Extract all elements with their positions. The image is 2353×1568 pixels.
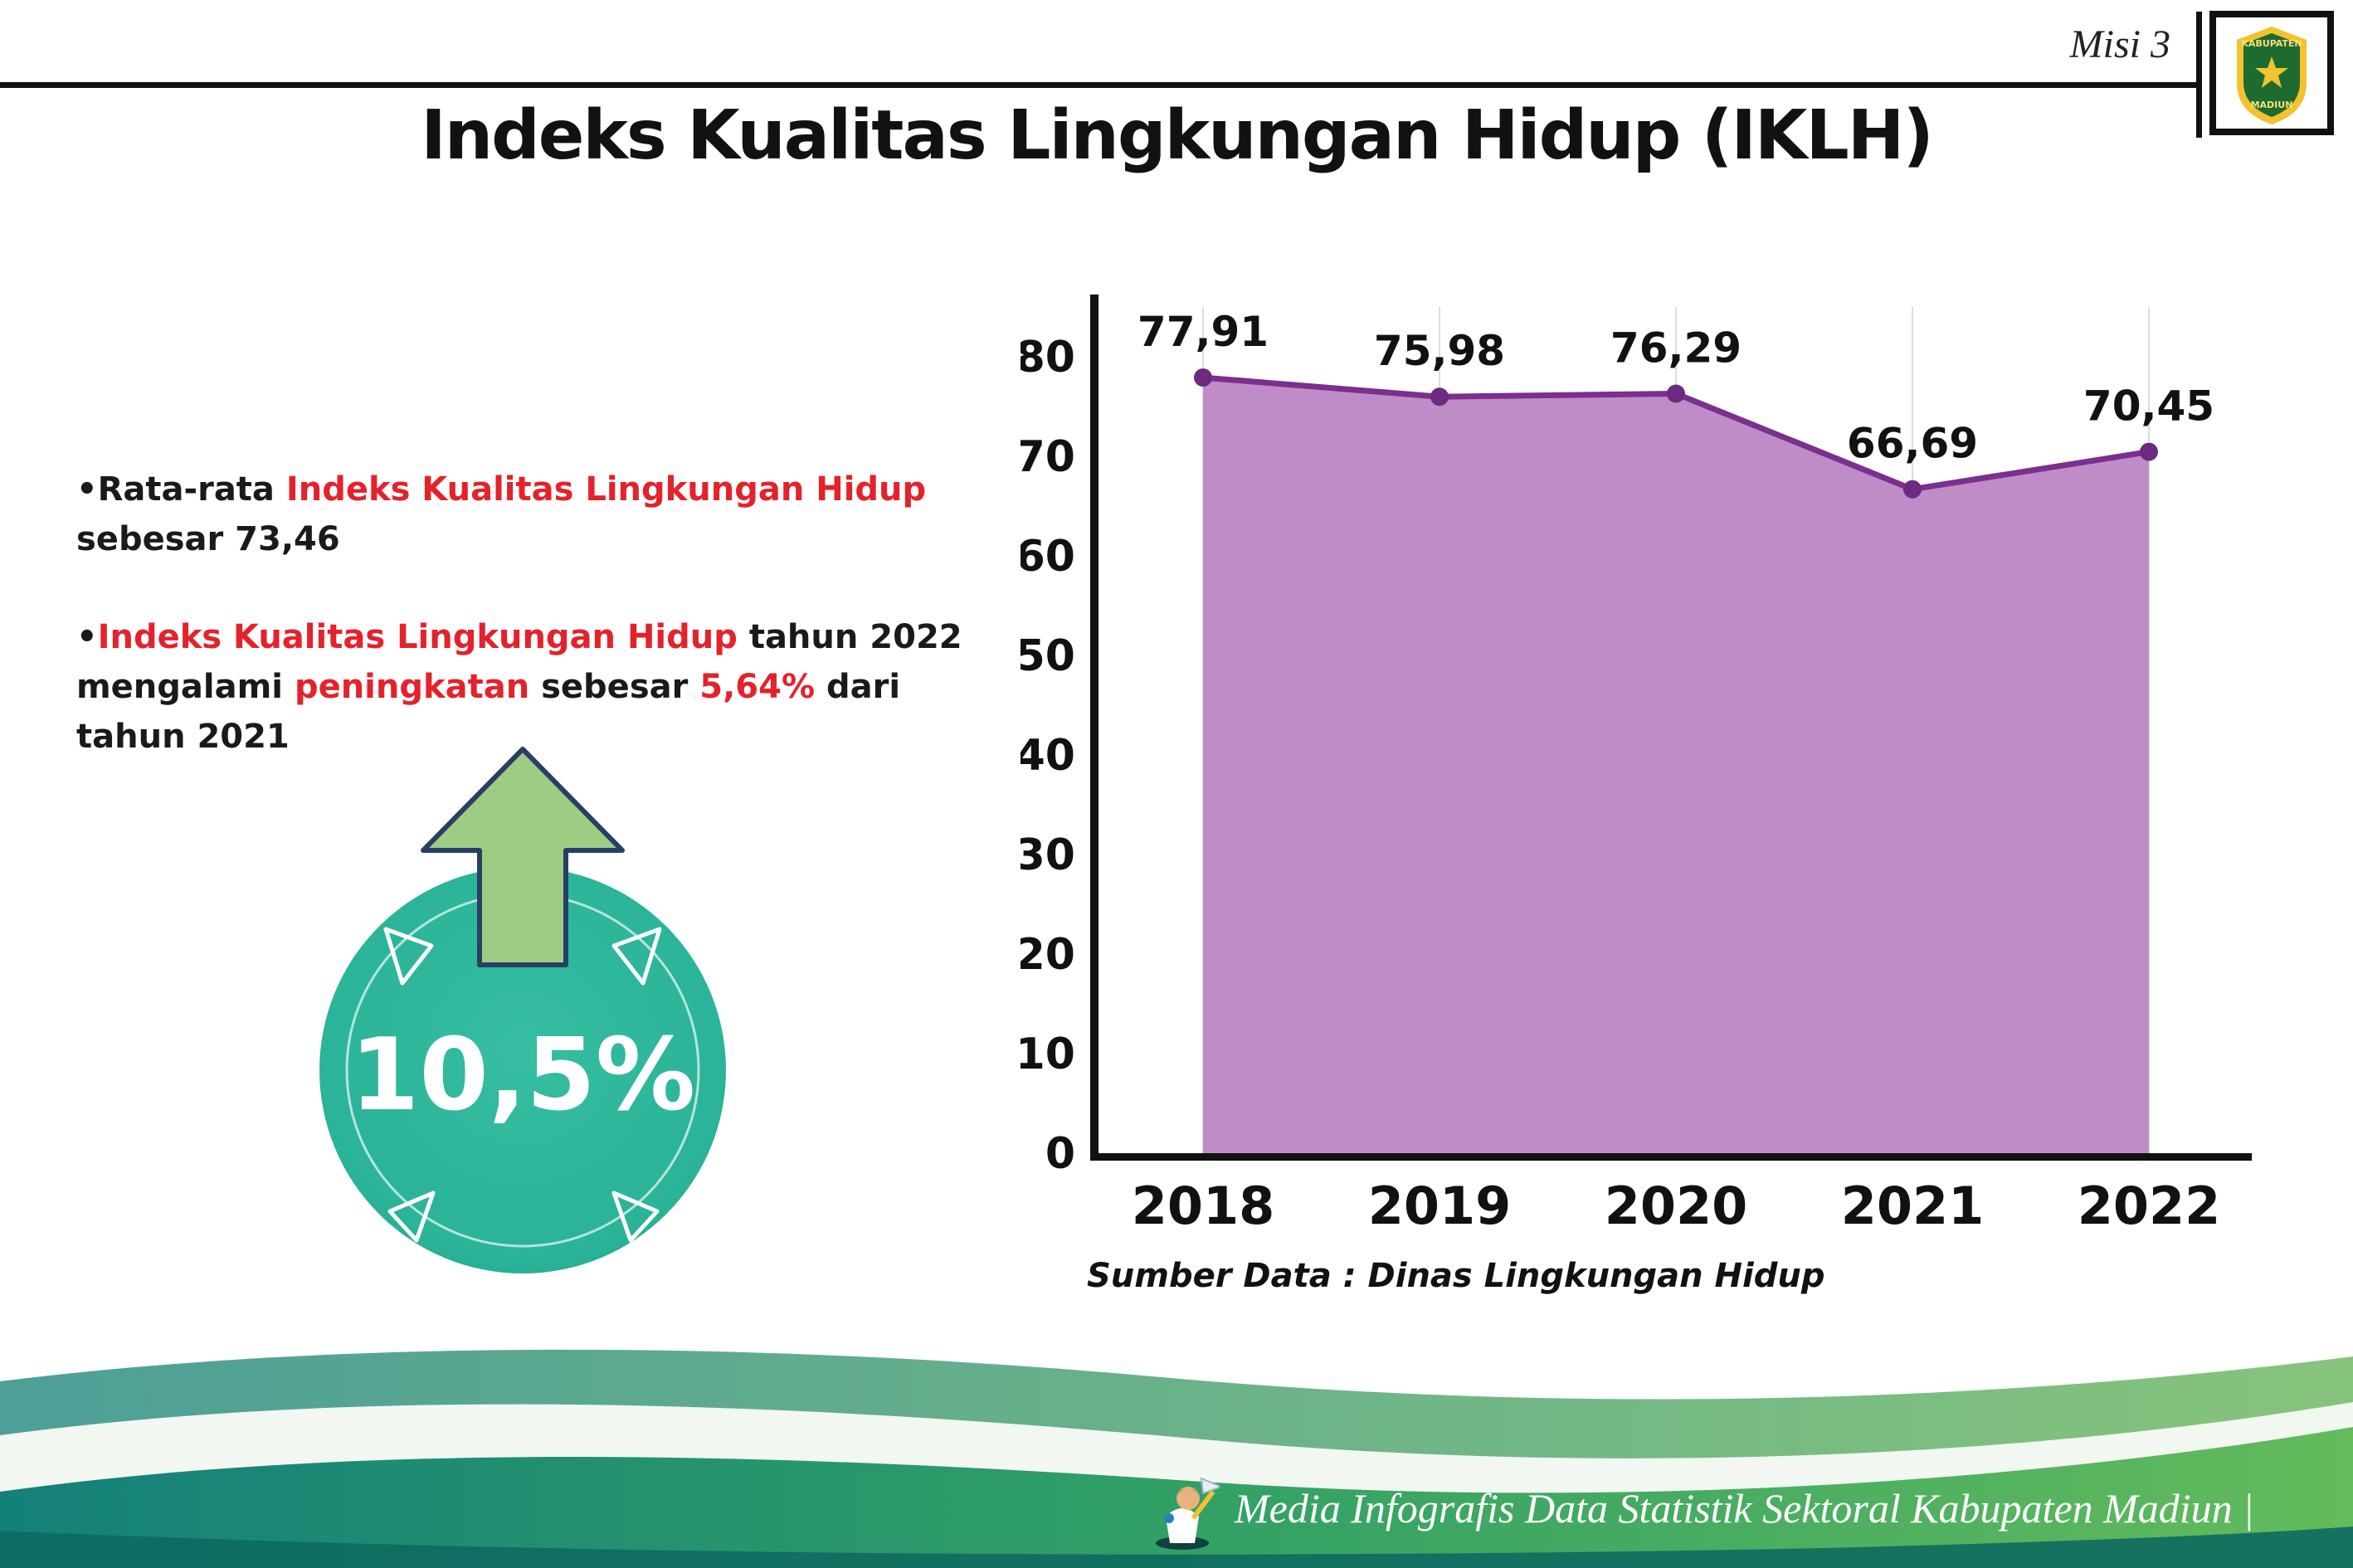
footer-wave-bottom: [0, 1527, 2353, 1568]
bullet-average-iklh: •Rata-rata Indeks Kualitas Lingkungan Hi…: [76, 465, 989, 564]
area-fill: [1203, 377, 2149, 1153]
mascot-pencil: [1191, 1490, 1215, 1520]
x-category-label: 2018: [1132, 1176, 1275, 1236]
value-label: 76,29: [1610, 324, 1742, 373]
bullet-highlight: 5,64%: [699, 668, 816, 706]
mascot-accent: [1164, 1513, 1174, 1523]
ring-tick: [611, 1191, 660, 1243]
data-point: [1430, 387, 1449, 407]
misi-label: Misi 3: [2069, 22, 2170, 66]
bullet-marker: •: [76, 470, 98, 509]
bullet-highlight: Indeks Kualitas Lingkungan Hidup: [97, 618, 738, 656]
data-point: [1194, 368, 1212, 387]
x-category-label: 2020: [1605, 1176, 1748, 1236]
chart-canvas: 0 10 20 30 40 50 60 70 80 77,91 75,98 76,29 66,69 70,…: [1016, 295, 2252, 1236]
ring-tick: [611, 927, 662, 986]
value-label: 77,91: [1138, 308, 1269, 356]
data-source-caption: Sumber Data : Dinas Lingkungan Hidup: [1087, 1257, 1825, 1295]
bullet-text-segment: sebesar 73,46: [76, 520, 340, 558]
x-axis: [1090, 1153, 2252, 1161]
footer-wave-front: [0, 1427, 2353, 1568]
bullet-highlight: Indeks Kualitas Lingkungan Hidup: [285, 470, 927, 509]
y-tick-label: 70: [1021, 432, 1075, 482]
badge-value: 10,5%: [350, 1018, 695, 1133]
x-category-label: 2019: [1368, 1176, 1512, 1236]
footer-text: Media Infografis Data Statistik Sektoral…: [1235, 1485, 2254, 1531]
logo-star: [2255, 56, 2288, 88]
bullet-increase-2022: •Indeks Kualitas Lingkungan Hidup tahun …: [76, 612, 989, 762]
bullet-highlight: peningkatan: [294, 668, 530, 706]
mascot-head: [1176, 1487, 1200, 1510]
logo-text-top: KABUPATEN: [2241, 38, 2302, 49]
kabupaten-madiun-logo: KABUPATEN MADIUN: [2209, 10, 2335, 136]
y-tick-label: 80: [1021, 333, 1075, 382]
ring-tick: [383, 927, 434, 986]
iklh-area-chart: 0 10 20 30 40 50 60 70 80 77,91 75,98 76,29 66,69 70,…: [1016, 249, 2315, 1319]
mascot-icon: [1156, 1477, 1220, 1550]
bullet-marker: •: [76, 618, 98, 656]
y-tick-label: 20: [1021, 930, 1075, 980]
increase-badge: 10,5%: [299, 743, 747, 1282]
logo-emblem: KABUPATEN MADIUN: [2209, 11, 2334, 135]
badge-circle: [319, 867, 726, 1273]
x-category-label: 2022: [2078, 1176, 2221, 1236]
y-tick-label: 10: [1021, 1030, 1075, 1079]
value-label: 66,69: [1847, 420, 1978, 468]
mascot-flag: [1200, 1477, 1220, 1495]
bullet-text-segment: sebesar: [529, 668, 700, 706]
mascot-hair: [1176, 1488, 1200, 1495]
data-point: [1903, 480, 1922, 499]
logo-text-bottom: MADIUN: [2251, 100, 2293, 110]
footer-waves: [0, 1349, 2353, 1568]
summary-bullets: •Rata-rata Indeks Kualitas Lingkungan Hi…: [76, 465, 989, 762]
y-tick-label: 50: [1021, 631, 1075, 681]
ring-tick: [387, 1191, 436, 1243]
bullet-text-segment: dari tahun 2021: [76, 668, 901, 756]
data-point: [1667, 384, 1685, 403]
value-label: 75,98: [1374, 327, 1505, 375]
header-rule: [0, 82, 2197, 88]
y-axis: [1090, 295, 1099, 1161]
mascot-body: [1166, 1508, 1199, 1543]
footer-caption: Media Infografis Data Statistik Sektoral…: [1145, 1467, 2254, 1550]
bullet-text-segment: Rata-rata: [97, 470, 286, 509]
logo-frame-bar: [2196, 12, 2202, 138]
page-title: Indeks Kualitas Lingkungan Hidup (IKLH): [421, 96, 1934, 175]
x-category-label: 2021: [1841, 1176, 1985, 1236]
data-point: [2140, 442, 2158, 461]
value-label: 70,45: [2083, 382, 2214, 431]
y-tick-label: 60: [1021, 532, 1075, 582]
y-tick-label: 40: [1021, 731, 1075, 781]
up-arrow-icon: [421, 747, 625, 967]
badge-graphic: 10,5%: [319, 747, 726, 1273]
y-tick-label: 30: [1021, 830, 1075, 880]
y-tick-label: 0: [1045, 1129, 1075, 1179]
bullet-text-segment: tahun 2022 mengalami: [76, 618, 962, 706]
